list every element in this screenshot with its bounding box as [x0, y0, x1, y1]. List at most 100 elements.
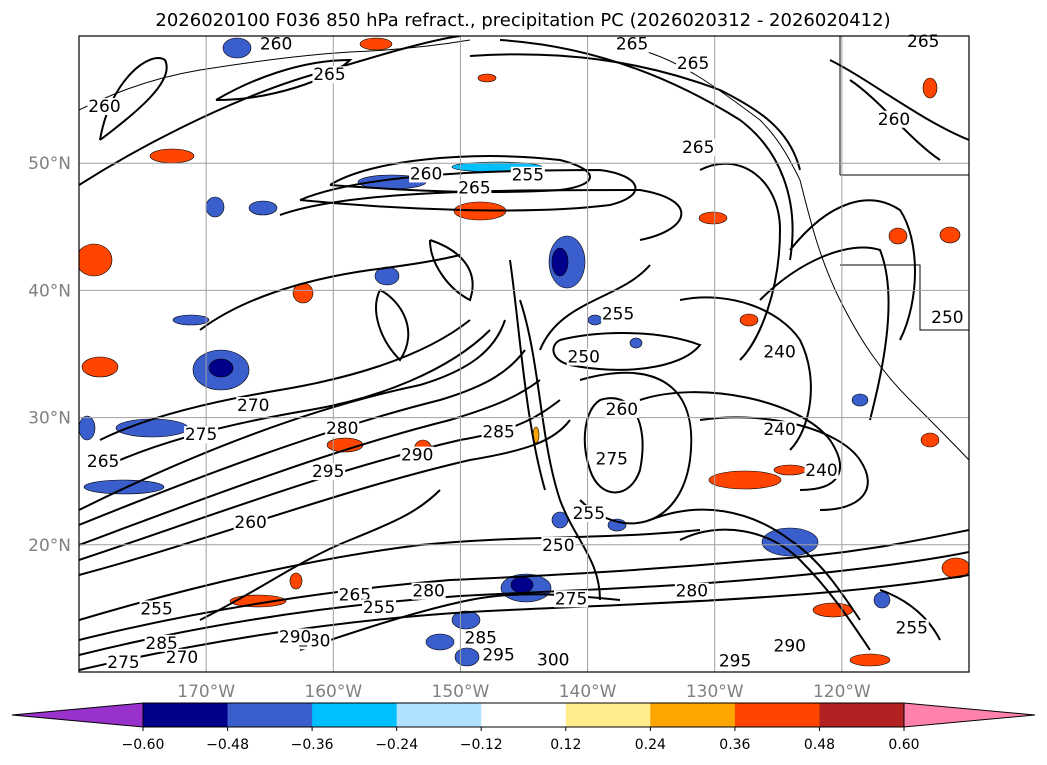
precip-blob: [289, 572, 303, 590]
contour-label-bg: [481, 423, 516, 441]
contour-line: [759, 246, 890, 421]
contour-label: 280: [676, 582, 708, 602]
colorbar-segment: [396, 703, 482, 727]
contour-line: [119, 329, 491, 461]
contour-label-bg: [311, 463, 346, 481]
precip-blob: [222, 37, 252, 59]
precip-blob: [81, 356, 119, 378]
lat-tick-label: 40°N: [28, 281, 71, 301]
contour-label-bg: [409, 165, 444, 183]
contour-label-bg: [463, 629, 498, 647]
precip-blob: [229, 594, 287, 608]
contour-label-bg: [144, 634, 179, 652]
contour-label-bg: [481, 646, 516, 664]
colorbar-segment: [650, 703, 736, 727]
contour-label-bg: [510, 166, 545, 184]
contour-line: [79, 379, 541, 546]
contour-label: 265: [616, 35, 648, 55]
contour-label: 285: [465, 629, 497, 649]
contour-label-bg: [411, 582, 446, 600]
precip-blob: [359, 37, 393, 51]
precip-blob: [425, 633, 455, 651]
contour-label-bg: [362, 599, 397, 617]
contour-label: 255: [363, 598, 395, 618]
contour-label-bg: [674, 582, 709, 600]
contour-label: 270: [166, 648, 198, 668]
lon-tick-label: 170°W: [177, 682, 235, 702]
contour-label: 275: [596, 449, 628, 469]
contour-label-bg: [278, 628, 313, 646]
contour-label: 250: [568, 348, 600, 368]
contour-label: 285: [482, 423, 514, 443]
contour-label-bg: [400, 446, 435, 464]
contour-line: [429, 239, 474, 302]
colorbar-tick-label: 0.36: [719, 737, 750, 753]
lon-tick-label: 140°W: [559, 682, 617, 702]
map-panel: 260 265 260 265 265 265 265 260 260 265 255 255 250 2…: [28, 32, 970, 702]
precip-blob: [922, 77, 938, 99]
contour-line: [299, 168, 637, 212]
contour-label: 265: [87, 452, 119, 472]
contour-label: 260: [88, 97, 120, 117]
precip-blob: [551, 247, 569, 277]
precip-blob: [629, 337, 643, 349]
contour-label: 265: [677, 54, 709, 74]
contour-label: 240: [763, 343, 795, 363]
contour-label-bg: [312, 66, 347, 84]
colorbar-tick-label: 0.24: [635, 737, 666, 753]
contour-label: 255: [602, 304, 634, 324]
contour-label-bg: [571, 505, 606, 523]
contour-label: 255: [573, 504, 605, 524]
precip-blob: [477, 73, 497, 83]
contour-label-bg: [139, 600, 174, 618]
contour-label-bg: [876, 110, 911, 128]
precip-blob: [698, 211, 728, 225]
contour-label: 280: [326, 419, 358, 439]
precip-shading: [79, 37, 969, 667]
contour-line: [519, 299, 601, 601]
contour-label-bg: [804, 461, 839, 479]
contour-line: [329, 155, 591, 194]
contour-line: [829, 59, 969, 141]
contour-label-bg: [930, 309, 965, 327]
contour-label: 260: [234, 513, 266, 533]
contour-line: [199, 489, 441, 621]
contour-label-bg: [594, 450, 629, 468]
contour-line: [215, 58, 353, 101]
lon-tick-labels: 170°W 160°W 150°W 140°W 130°W 120°W: [177, 682, 871, 702]
contour-label: 240: [763, 420, 795, 440]
contour-label: 255: [896, 619, 928, 639]
contour-line: [679, 528, 871, 651]
contour-label: 295: [312, 462, 344, 482]
contour-label: 300: [537, 650, 569, 670]
precip-blob: [773, 464, 807, 476]
contour-label-bg: [681, 138, 716, 156]
contour-label-bg: [236, 396, 271, 414]
contour-label: 260: [260, 35, 292, 55]
contour-label-bg: [601, 305, 636, 323]
colorbar-segment: [312, 703, 398, 727]
colorbar-extend-min: [11, 702, 144, 728]
lon-tick-label: 130°W: [686, 682, 744, 702]
precip-blob: [939, 226, 961, 244]
contour-label: 260: [410, 164, 442, 184]
colorbar-tick-label: −0.24: [375, 737, 418, 753]
contour-line: [99, 57, 168, 141]
precip-blob: [205, 196, 225, 218]
contour-line: [79, 36, 461, 186]
precip-blob: [888, 227, 908, 245]
contour-line: [469, 53, 801, 171]
contour-label-bg: [615, 35, 650, 53]
contour-label-bg: [259, 35, 294, 53]
contour-label-bg: [906, 33, 941, 51]
contour-line: [879, 589, 941, 641]
contour-label: 260: [606, 400, 638, 420]
colorbar-segment: [481, 703, 567, 727]
contour-label-bg: [718, 652, 753, 670]
contour-label: 255: [512, 166, 544, 186]
state-line: [840, 264, 969, 331]
colorbar-tick-label: −0.12: [460, 737, 503, 753]
contour-label: 265: [313, 65, 345, 85]
contour-line: [99, 319, 471, 441]
precip-blob: [149, 148, 195, 164]
